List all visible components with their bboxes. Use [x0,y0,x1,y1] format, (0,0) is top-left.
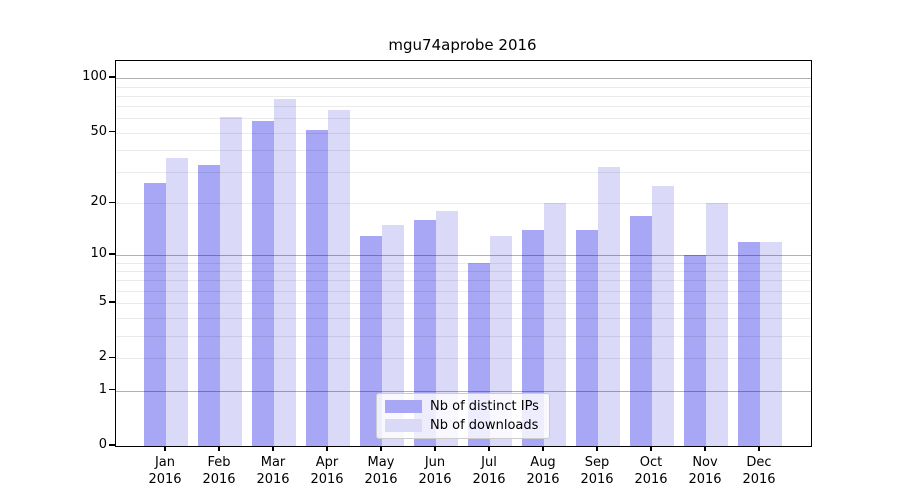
chart-title: mgu74aprobe 2016 [388,36,537,54]
gridline-100 [116,78,811,80]
x-tick-mark-sep [596,446,598,452]
gridline-90 [116,86,811,88]
y-tick-label-100: 100 [82,69,107,85]
y-tick-label-0: 0 [98,437,107,452]
bar-jun-downloads [436,211,458,446]
x-tick-label-aug: Aug 2016 [526,455,560,487]
y-tick-mark-2 [109,356,116,359]
gridline-80 [116,95,811,97]
bar-nov-distinct-ips [684,254,706,446]
legend-item-downloads: Nb of downloads [385,418,539,433]
bar-mar-distinct-ips [252,121,274,446]
y-tick-mark-50 [109,130,116,133]
x-tick-label-jun: Jun 2016 [418,455,452,487]
x-tick-label-may: May 2016 [364,455,398,487]
x-tick-mark-aug [542,446,544,452]
x-tick-label-jul: Jul 2016 [472,455,506,487]
y-tick-label-50: 50 [90,123,107,139]
y-tick-mark-20 [109,201,116,204]
legend-label: Nb of distinct IPs [430,399,539,414]
gridline-9 [116,262,811,264]
x-tick-label-sep: Sep 2016 [580,455,614,487]
x-tick-mark-feb [218,446,220,452]
bar-dec-downloads [760,241,782,446]
y-tick-label-10: 10 [90,245,107,261]
gridline-7 [116,280,811,282]
bar-sep-distinct-ips [576,230,598,446]
x-tick-label-dec: Dec 2016 [742,455,776,487]
gridline-60 [116,118,811,120]
legend-swatch-distinct-ips [385,400,422,413]
gridline-5 [116,303,811,305]
bar-may-downloads [382,225,404,446]
x-tick-label-mar: Mar 2016 [256,455,290,487]
bar-jan-downloads [166,158,188,446]
gridline-8 [116,270,811,272]
x-tick-mark-mar [272,446,274,452]
y-tick-label-1: 1 [98,381,107,397]
gridline-1 [116,390,811,392]
x-tick-mark-oct [650,446,652,452]
gridline-10 [116,254,811,256]
y-tick-mark-10 [109,253,116,255]
bar-mar-downloads [274,98,296,446]
gridline-4 [116,317,811,319]
bar-feb-distinct-ips [198,164,220,446]
y-tick-label-5: 5 [98,294,107,310]
gridline-70 [116,106,811,108]
bar-sep-downloads [598,167,620,446]
bar-dec-distinct-ips [738,241,760,446]
y-tick-label-2: 2 [98,349,107,365]
bar-apr-downloads [328,109,350,446]
legend-swatch-downloads [385,419,422,432]
bar-feb-downloads [220,117,242,446]
gridline-50 [116,132,811,134]
legend-label: Nb of downloads [430,418,539,433]
bar-jun-distinct-ips [414,220,436,446]
bar-aug-downloads [544,203,566,446]
bar-oct-distinct-ips [630,215,652,446]
x-tick-mark-jul [488,446,490,452]
y-tick-mark-5 [109,301,116,303]
legend-item-distinct-ips: Nb of distinct IPs [385,399,539,414]
gridline-40 [116,150,811,151]
plot-area: Nb of distinct IPs Nb of downloads [115,60,812,447]
x-tick-mark-nov [704,446,706,452]
y-tick-mark-1 [109,389,116,391]
y-tick-mark-100 [109,76,116,78]
gridline-2 [116,358,811,360]
bar-oct-downloads [652,186,674,446]
gridline-6 [116,290,811,292]
legend: Nb of distinct IPs Nb of downloads [376,393,550,439]
x-tick-mark-jun [434,446,436,452]
x-tick-mark-apr [326,446,328,452]
x-tick-label-apr: Apr 2016 [310,455,344,487]
y-tick-mark-0 [109,444,116,446]
x-tick-label-feb: Feb 2016 [202,455,236,487]
bar-apr-distinct-ips [306,129,328,446]
x-tick-label-oct: Oct 2016 [634,455,668,487]
x-tick-label-jan: Jan 2016 [148,455,182,487]
gridline-30 [116,172,811,174]
x-tick-mark-dec [758,446,760,452]
x-tick-label-nov: Nov 2016 [688,455,722,487]
bar-jan-distinct-ips [144,183,166,446]
y-tick-label-20: 20 [90,194,107,210]
x-tick-mark-may [380,446,382,452]
x-tick-mark-jan [164,446,166,452]
gridline-3 [116,335,811,337]
gridline-20 [116,203,811,205]
bar-aug-distinct-ips [522,230,544,446]
bar-nov-downloads [706,203,728,446]
